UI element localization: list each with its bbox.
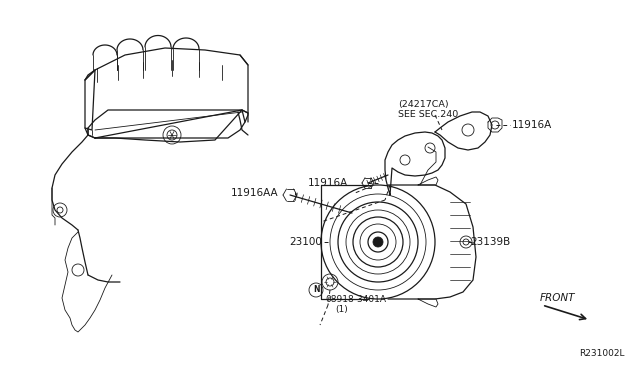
- Text: 11916AA: 11916AA: [230, 188, 278, 198]
- Text: 11916A: 11916A: [512, 120, 552, 130]
- Text: (1): (1): [335, 305, 348, 314]
- Text: R231002L: R231002L: [579, 349, 625, 358]
- Text: 08918-3401A: 08918-3401A: [325, 295, 386, 304]
- Circle shape: [373, 237, 383, 247]
- Text: 11916A: 11916A: [308, 178, 348, 188]
- Text: N: N: [313, 285, 319, 295]
- Text: 23139B: 23139B: [470, 237, 510, 247]
- Text: FRONT: FRONT: [540, 293, 575, 303]
- Text: 23100: 23100: [289, 237, 322, 247]
- Text: (24217CA)
SEE SEC.240: (24217CA) SEE SEC.240: [398, 100, 458, 119]
